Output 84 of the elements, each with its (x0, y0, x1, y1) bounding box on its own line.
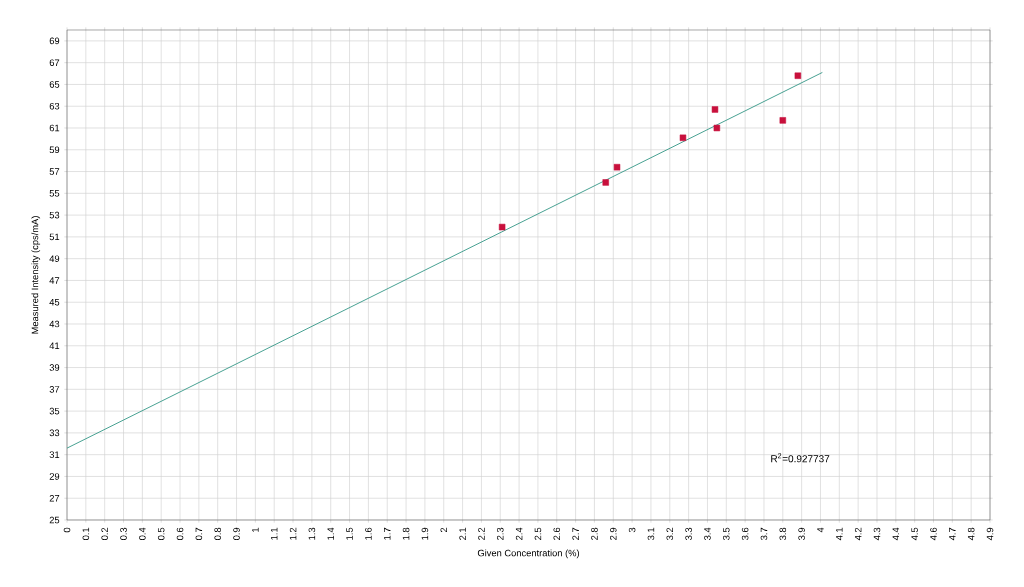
y-tick-label: 35 (49, 407, 60, 415)
point (613, 164, 621, 171)
x-tick-label: 1.2 (289, 527, 297, 540)
x-tick-label: 3.1 (647, 527, 655, 540)
y-tick-label: 51 (49, 233, 60, 241)
point (679, 134, 687, 141)
x-tick-label: 1.7 (384, 527, 391, 540)
y-tick-label: 45 (49, 298, 60, 306)
x-tick-label: 3.9 (798, 527, 805, 540)
x-tick-label: 0.2 (101, 527, 108, 540)
x-tick-label: 1.4 (327, 527, 334, 540)
y-tick-label: 69 (49, 37, 60, 45)
x-tick-label: 0.5 (157, 527, 165, 540)
point (794, 72, 802, 79)
x-tick-label: 4.2 (854, 527, 862, 541)
x-tick-label: 2.9 (609, 527, 617, 540)
x-tick-label: 0.3 (120, 527, 127, 540)
x-tick-label: 1.9 (421, 527, 429, 540)
x-tick-label: 0 (63, 527, 71, 533)
x-tick-label: 2.5 (534, 527, 542, 540)
x-tick-label: 2.2 (478, 527, 485, 540)
x-tick-label: 3.6 (741, 527, 749, 540)
x-tick-label: 4.3 (873, 527, 881, 541)
x-axis-title: Given Concentration (%) (477, 549, 579, 559)
point (602, 179, 609, 186)
y-tick-label: 59 (49, 146, 60, 154)
y-tick-label: 49 (49, 255, 60, 262)
point (713, 124, 721, 132)
y-tick-label: 53 (49, 211, 60, 219)
x-tick-label: 1.5 (346, 527, 353, 540)
x-tick-label: 0.7 (195, 527, 203, 540)
y-tick-label: 57 (49, 168, 60, 175)
y-tick-label: 55 (49, 190, 60, 197)
x-tick-label: 0.4 (139, 527, 146, 540)
y-tick-label: 41 (49, 342, 60, 349)
x-tick-label: 3.4 (704, 527, 711, 540)
x-tick-label: 3.7 (760, 527, 768, 540)
x-tick-label: 4 (817, 527, 824, 533)
y-tick-label: 63 (49, 102, 60, 110)
x-tick-label: 4.6 (930, 527, 937, 541)
x-tick-label: 4.7 (949, 527, 956, 541)
y-tick-label: 65 (49, 81, 60, 88)
x-tick-label: 4.9 (986, 527, 994, 541)
x-tick-label: 2.7 (572, 527, 579, 540)
x-tick-label: 4.5 (911, 527, 918, 541)
y-tick-label: 67 (49, 59, 60, 66)
x-tick-label: 3.8 (779, 527, 787, 540)
annotation: R$^{2}$=0.927737 (771, 453, 830, 463)
x-tick-label: 1.1 (271, 527, 278, 540)
point (711, 106, 719, 113)
point (498, 223, 506, 231)
x-tick-label: 1.3 (308, 527, 316, 540)
x-tick-label: 1.8 (402, 527, 410, 540)
x-tick-label: 3 (628, 527, 636, 533)
x-tick-label: 0.9 (233, 527, 240, 540)
y-tick-label: 43 (49, 320, 60, 328)
point (779, 117, 787, 124)
x-tick-label: 1 (252, 527, 259, 532)
x-tick-label: 2.1 (459, 527, 466, 540)
x-tick-label: 2.6 (553, 527, 561, 540)
x-tick-label: 3.5 (723, 527, 730, 540)
x-tick-label: 3.3 (685, 527, 692, 540)
x-tick-label: 2.8 (591, 527, 598, 540)
y-tick-label: 47 (49, 277, 60, 284)
x-tick-label: 4.8 (967, 527, 975, 541)
x-tick-label: 4.4 (892, 527, 900, 541)
y-tick-label: 27 (49, 494, 60, 502)
x-tick-label: 0.6 (176, 527, 184, 540)
y-tick-label: 29 (49, 473, 60, 480)
y-tick-label: 39 (49, 364, 60, 371)
x-tick-label: 0.8 (214, 527, 221, 540)
y-tick-label: 33 (49, 429, 60, 437)
y-tick-label: 25 (49, 516, 60, 524)
y-tick-label: 61 (49, 124, 60, 132)
x-tick-label: 3.2 (666, 527, 674, 540)
x-tick-label: 2.4 (515, 527, 523, 540)
y-tick-label: 37 (49, 386, 60, 393)
y-axis-title: Measured Intensity (cps/mA) (31, 216, 41, 334)
x-tick-label: 0.1 (82, 527, 90, 540)
x-tick-label: 1.6 (365, 527, 372, 540)
y-tick-label: 31 (49, 451, 60, 458)
x-tick-label: 4.1 (836, 527, 843, 541)
x-tick-label: 2.3 (496, 527, 504, 540)
x-tick-label: 2 (440, 527, 447, 533)
